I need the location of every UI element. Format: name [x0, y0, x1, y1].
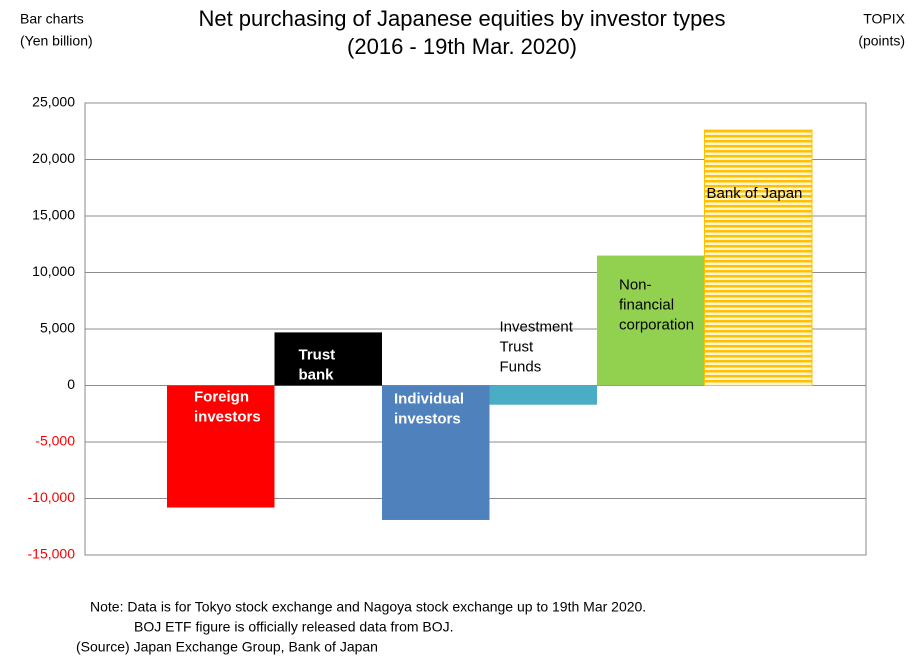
right-axis-label: TOPIX — [863, 11, 905, 27]
chart-title: (2016 - 19th Mar. 2020) — [347, 34, 577, 59]
y-tick-label: 15,000 — [32, 207, 75, 223]
bar — [597, 255, 705, 386]
y-tick-label: 10,000 — [32, 263, 75, 279]
note: Note: Data is for Tokyo stock exchange a… — [90, 599, 646, 615]
note: (Source) Japan Exchange Group, Bank of J… — [76, 639, 378, 655]
left-axis-label: Bar charts — [20, 11, 84, 27]
category-label: Bank of Japan — [707, 185, 803, 202]
bar — [274, 332, 382, 386]
category-label: Non- — [619, 277, 652, 294]
y-tick-label: 0 — [67, 376, 75, 392]
bar — [704, 129, 813, 386]
category-label: Individual — [394, 390, 464, 407]
category-label: investors — [394, 410, 461, 427]
note: BOJ ETF figure is officially released da… — [134, 619, 454, 635]
y-tick-label: 20,000 — [32, 150, 75, 166]
left-axis-label: (Yen billion) — [20, 33, 93, 49]
category-label: corporation — [619, 317, 694, 334]
y-tick-label: -10,000 — [28, 489, 76, 505]
y-tick-label: 5,000 — [40, 320, 75, 336]
right-axis-label: (points) — [858, 33, 905, 49]
category-label: Trust — [500, 338, 534, 355]
y-tick-label: -5,000 — [35, 433, 75, 449]
category-label: Foreign — [194, 388, 249, 405]
chart-title: Net purchasing of Japanese equities by i… — [198, 6, 725, 31]
y-tick-label: 25,000 — [32, 94, 75, 110]
category-label: Trust — [299, 346, 336, 363]
category-label: Funds — [500, 358, 542, 375]
category-label: financial — [619, 297, 674, 314]
y-tick-label: -15,000 — [28, 546, 76, 562]
category-label: Investment — [500, 318, 574, 335]
category-label: bank — [299, 366, 335, 383]
bar — [167, 385, 275, 508]
category-label: investors — [194, 408, 261, 425]
bar — [382, 385, 490, 520]
bar — [489, 385, 597, 405]
